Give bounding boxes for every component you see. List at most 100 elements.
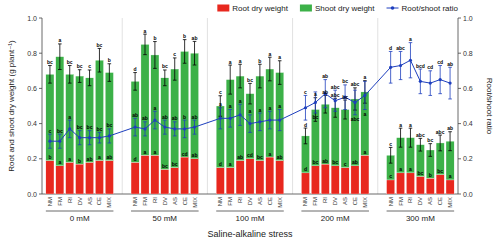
error-bar (238, 64, 242, 88)
letter-label: bc (77, 124, 83, 130)
letter-label: b (258, 58, 261, 64)
error-bar (248, 115, 252, 133)
error-bar (448, 67, 452, 99)
letter-label: c (88, 63, 91, 69)
bar-segment (276, 161, 284, 194)
bar-segment (181, 51, 189, 157)
bar-segment (266, 157, 274, 194)
letter-label: c (49, 128, 52, 134)
category-label: FM (57, 197, 63, 206)
ratio-marker (363, 94, 366, 97)
bar-segment (387, 180, 395, 194)
letter-label: ab (322, 89, 328, 95)
error-bar (48, 66, 52, 84)
bar-segment (361, 155, 369, 194)
group-label: 300 mM (406, 214, 435, 223)
error-bar (153, 111, 157, 129)
error-bar (438, 66, 442, 94)
letter-label: bc (97, 42, 103, 48)
bar-segment (85, 162, 93, 194)
error-bar (78, 131, 82, 145)
y2-tick (458, 123, 461, 124)
bar-segment (131, 81, 139, 162)
letter-label: ab (322, 73, 328, 79)
ratio-marker (353, 101, 356, 104)
letter-label: bc (312, 159, 318, 165)
ratio-marker (58, 140, 61, 143)
letter-label: a (154, 105, 157, 111)
category-label: DV (77, 197, 83, 205)
letter-label: a (409, 122, 412, 128)
group-bracket (301, 211, 369, 212)
y-axis-label: Root and shoot dry weight (g plant⁻¹) (7, 40, 16, 172)
letter-label: ab (132, 112, 138, 118)
bar-segment (56, 57, 64, 166)
y-tick-label: 0.8 (27, 50, 37, 57)
bar-segment (396, 173, 404, 194)
bar-segment (406, 173, 414, 194)
bar-segment (226, 168, 234, 194)
letter-label: a (259, 107, 262, 113)
bar-segment (236, 161, 244, 194)
category-label: RI (237, 197, 243, 203)
y-tick-label: 0.4 (27, 120, 37, 127)
ratio-marker (229, 117, 232, 120)
legend-label: Root dry weight (232, 4, 288, 13)
letter-label: a (364, 149, 367, 155)
letter-label: d (219, 161, 222, 167)
error-bar (428, 71, 432, 96)
bar-segment (426, 178, 434, 194)
letter-label: bc (67, 59, 73, 65)
letter-label: a (98, 154, 101, 160)
letter-label: bc (342, 78, 348, 84)
error-bar (133, 73, 137, 91)
error-bar (88, 70, 92, 86)
letter-label: ab (172, 115, 178, 121)
letter-label: abc (331, 84, 340, 90)
bar-segment (256, 161, 264, 194)
ratio-marker (143, 127, 146, 130)
group-separator (122, 18, 123, 194)
category-label: DV (417, 197, 423, 205)
category-label: MIX (277, 197, 283, 208)
error-bar (133, 118, 137, 136)
category-label: MIX (106, 197, 112, 208)
group-bracket (216, 211, 284, 212)
error-bar (419, 69, 423, 94)
letter-label: bc (47, 59, 53, 65)
group-label: 0 mM (70, 214, 90, 223)
bar-segment (321, 164, 329, 194)
ratio-marker (163, 126, 166, 129)
letter-label: ab (192, 35, 198, 41)
group-label: 50 mM (153, 214, 178, 223)
letter-label: d (389, 45, 392, 51)
error-bar (183, 40, 187, 64)
error-bar (98, 48, 102, 72)
error-bar (218, 108, 222, 129)
ratio-marker (173, 127, 176, 130)
error-bar (419, 138, 423, 151)
error-bar (58, 44, 62, 70)
ratio-marker (439, 78, 442, 81)
error-bar (173, 58, 177, 80)
letter-label: a (68, 114, 71, 120)
bar-segment (95, 60, 103, 160)
bar-segment (131, 162, 139, 194)
category-label: NM (217, 197, 223, 206)
legend-swatch (300, 5, 312, 12)
error-bar (409, 43, 413, 78)
category-label: CE (96, 197, 102, 205)
bar-segment (46, 74, 54, 160)
error-bar (278, 110, 282, 131)
ratio-marker (389, 66, 392, 69)
legend-label: Shoot dry weight (315, 4, 375, 13)
bar-segment (236, 76, 244, 160)
y-tick-label: 0.6 (27, 85, 37, 92)
letter-label: abc (351, 116, 360, 122)
y2-tick (458, 18, 461, 19)
ratio-marker (78, 136, 81, 139)
error-bar (278, 61, 282, 85)
group-label: 100 mM (236, 214, 265, 223)
letter-label: a (249, 108, 252, 114)
letter-label: bc (106, 122, 112, 128)
